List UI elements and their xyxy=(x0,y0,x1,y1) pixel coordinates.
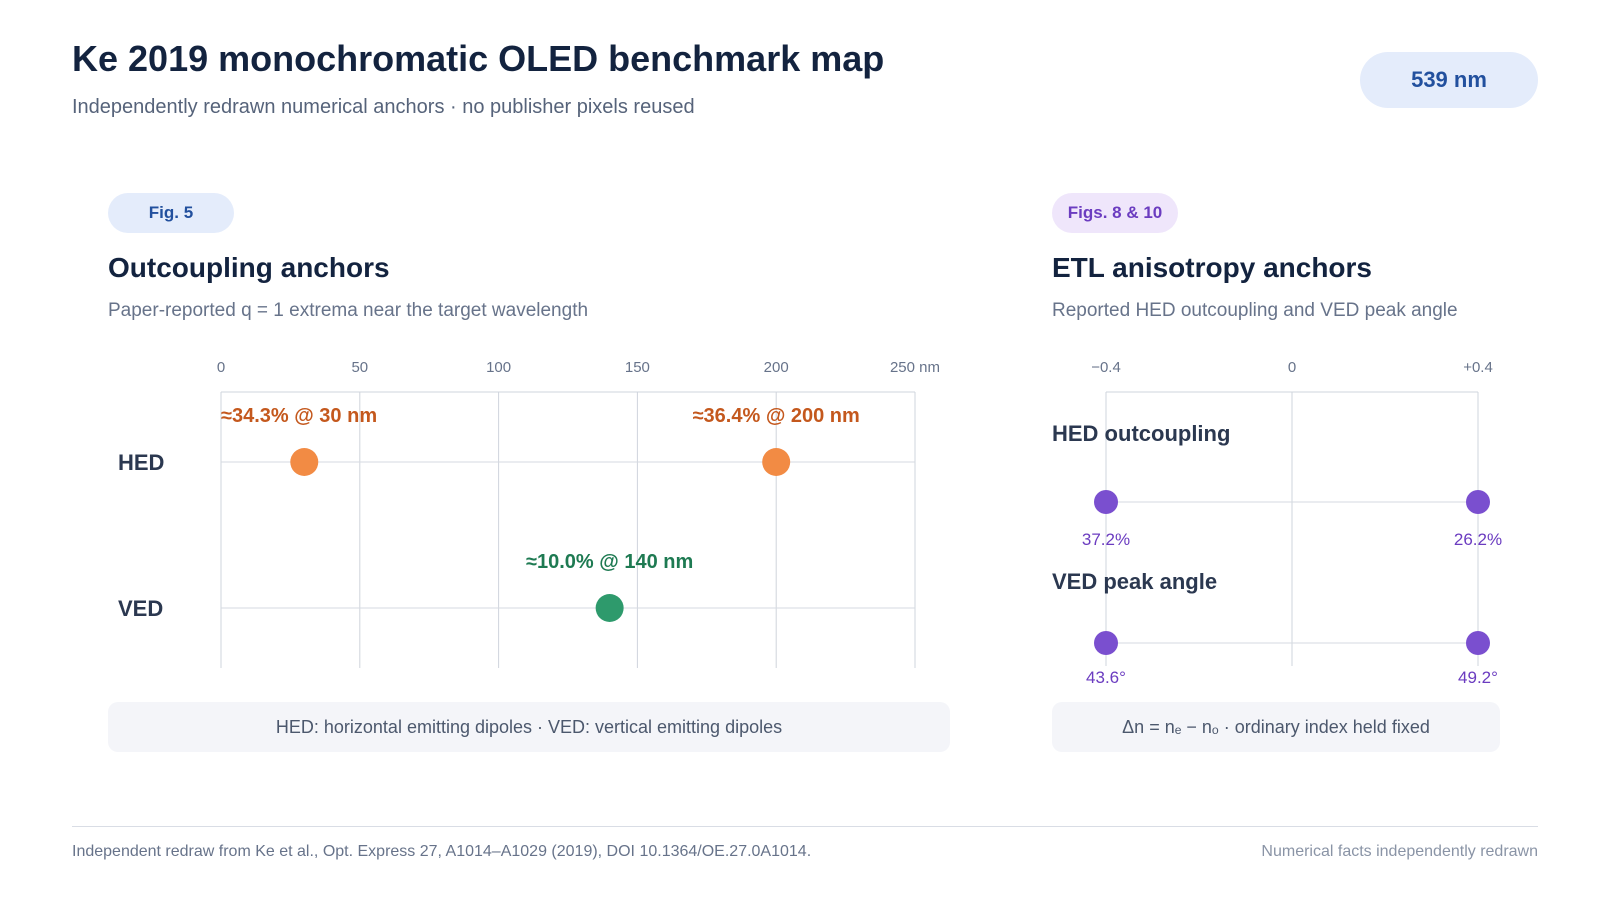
footer-citation: Independent redraw from Ke et al., Opt. … xyxy=(72,843,812,860)
left-panel-note: HED: horizontal emitting dipoles · VED: … xyxy=(108,702,950,752)
left-figure-tag: Fig. 5 xyxy=(108,193,234,233)
x-tick-label: 50 xyxy=(351,359,368,376)
x-tick-label: 150 xyxy=(625,359,650,376)
data-point xyxy=(1466,490,1490,514)
x-tick-label: −0.4 xyxy=(1091,359,1121,376)
wavelength-badge: 539 nm xyxy=(1360,52,1538,108)
data-label: ≈34.3% @ 30 nm xyxy=(221,405,377,427)
data-point xyxy=(1094,631,1118,655)
left-panel-title: Outcoupling anchors xyxy=(108,252,390,283)
x-tick-label: +0.4 xyxy=(1463,359,1493,376)
data-point xyxy=(595,594,624,622)
data-point xyxy=(290,448,319,476)
data-label: 43.6° xyxy=(1086,668,1126,687)
right-figure-tag: Figs. 8 & 10 xyxy=(1052,193,1178,233)
data-point xyxy=(1094,490,1118,514)
row-label: VED peak angle xyxy=(1052,569,1217,594)
page-title: Ke 2019 monochromatic OLED benchmark map xyxy=(72,38,885,79)
data-point xyxy=(1466,631,1490,655)
right-panel-note: Δn = nₑ − nₒ · ordinary index held fixed xyxy=(1052,702,1500,752)
x-tick-label: 200 xyxy=(764,359,789,376)
page-subtitle: Independently redrawn numerical anchors … xyxy=(72,96,695,118)
data-label: 37.2% xyxy=(1082,530,1130,549)
data-label: 26.2% xyxy=(1454,530,1502,549)
right-panel-title: ETL anisotropy anchors xyxy=(1052,252,1372,283)
x-tick-label: 250 nm xyxy=(890,359,940,376)
x-tick-label: 0 xyxy=(1288,359,1296,376)
outcoupling-chart: 0 50 100 150 200 250 nm HED VED ≈34.3% @ 30 nm ≈3… xyxy=(118,359,940,668)
left-panel-subtitle: Paper-reported q = 1 extrema near the ta… xyxy=(108,300,589,321)
x-tick-label: 100 xyxy=(486,359,511,376)
x-tick-label: 0 xyxy=(217,359,225,376)
footer-divider xyxy=(72,826,1538,827)
row-label: VED xyxy=(118,596,163,621)
data-label: ≈10.0% @ 140 nm xyxy=(526,551,693,573)
data-label: 49.2° xyxy=(1458,668,1498,687)
right-panel-subtitle: Reported HED outcoupling and VED peak an… xyxy=(1052,300,1458,321)
data-point xyxy=(762,448,791,476)
footer-note: Numerical facts independently redrawn xyxy=(1261,843,1538,860)
data-label: ≈36.4% @ 200 nm xyxy=(693,405,860,427)
anisotropy-chart: −0.4 0 +0.4 HED outcoupling 37.2% 26.2% VED pe… xyxy=(1052,359,1502,687)
row-label: HED outcoupling xyxy=(1052,421,1230,446)
row-label: HED xyxy=(118,450,164,475)
